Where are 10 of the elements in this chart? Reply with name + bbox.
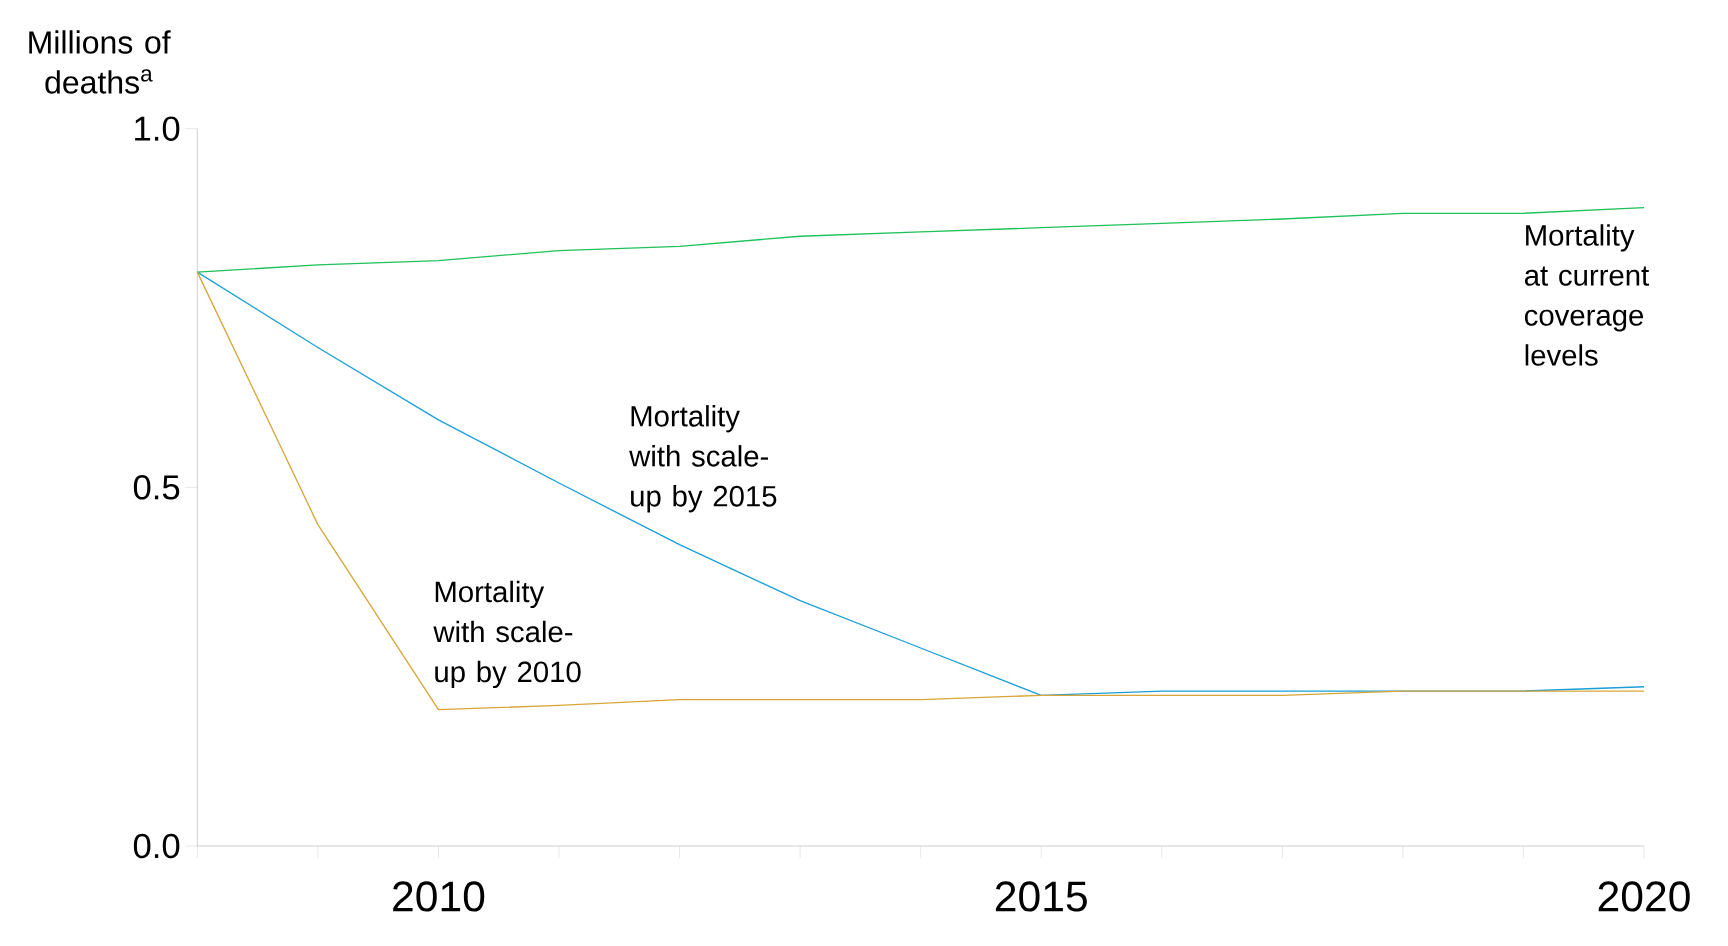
x-tick-label: 2020 [1598,881,1690,912]
x-tick-label: 2015 [995,881,1087,912]
series-label: Mortality with scale-up by 2015 [629,405,777,513]
y-axis-title: Millions of deaths$^{a}$ [29,30,171,94]
y-tick-label: 1.0 [135,116,180,141]
y-tick-label: 0.5 [133,475,180,500]
series-label: Mortality at current coverage levels [1524,224,1650,366]
series-label: Mortality with scale-up by 2010 [433,580,581,689]
y-tick-label: 0.0 [133,833,180,859]
x-tick-label: 2010 [393,881,485,912]
